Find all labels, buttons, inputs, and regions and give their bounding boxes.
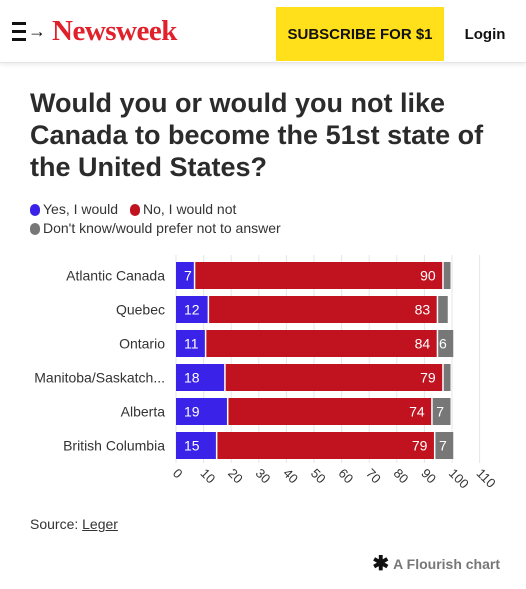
chart-title: Would you or would you not like Canada t… bbox=[30, 88, 484, 182]
legend-item-yes[interactable]: Yes, I would bbox=[30, 200, 118, 219]
x-tick-label: 0 bbox=[170, 466, 186, 482]
x-tick-label: 80 bbox=[391, 466, 412, 487]
legend-label-no: No, I would not bbox=[142, 201, 237, 217]
flourish-asterisk-icon: ✱ bbox=[372, 553, 390, 575]
legend-swatch-no bbox=[129, 203, 140, 216]
bar-segment bbox=[228, 398, 432, 425]
bar-segment bbox=[176, 398, 227, 425]
chart-legend: Yes, I would No, I would not Don't know/… bbox=[30, 200, 510, 238]
bar-segment bbox=[438, 296, 448, 323]
bar-segment bbox=[217, 432, 434, 459]
bar-segment bbox=[206, 330, 437, 357]
bar-segment bbox=[195, 262, 443, 289]
data-label: 12 bbox=[184, 302, 200, 318]
data-label: 19 bbox=[184, 404, 200, 420]
bar-segment bbox=[176, 364, 225, 391]
bar-segment bbox=[443, 262, 451, 289]
legend-item-no[interactable]: No, I would not bbox=[129, 200, 237, 219]
category-label: Alberta bbox=[121, 404, 166, 420]
data-label: 83 bbox=[415, 302, 431, 318]
category-label: Atlantic Canada bbox=[66, 268, 165, 284]
bar-segment bbox=[432, 398, 451, 425]
bar-segment bbox=[209, 296, 437, 323]
login-button[interactable]: Login bbox=[464, 25, 506, 43]
bar-segment bbox=[443, 364, 451, 391]
category-label: British Columbia bbox=[63, 438, 165, 454]
newsweek-logo[interactable]: Newsweek bbox=[52, 15, 177, 47]
data-label: 90 bbox=[420, 268, 436, 284]
x-tick-label: 40 bbox=[280, 466, 301, 487]
x-tick-label: 110 bbox=[473, 466, 498, 491]
legend-swatch-dont-know bbox=[30, 222, 40, 235]
data-label: 11 bbox=[184, 336, 199, 352]
data-label: 7 bbox=[184, 268, 192, 284]
menu-bar-bottom bbox=[12, 38, 26, 41]
data-label: 84 bbox=[415, 336, 431, 352]
bar-segment bbox=[176, 432, 216, 459]
data-label: 79 bbox=[412, 438, 428, 454]
x-tick-label: 20 bbox=[225, 466, 246, 487]
source-line: Source: Leger bbox=[30, 516, 118, 532]
menu-bar-top bbox=[12, 22, 26, 25]
bar-segment bbox=[176, 296, 208, 323]
x-tick-label: 30 bbox=[253, 466, 274, 487]
top-navigation-bar: → Newsweek SUBSCRIBE FOR $1 Login bbox=[0, 0, 526, 63]
bar-segment bbox=[176, 330, 205, 357]
bar-segment bbox=[225, 364, 443, 391]
bar-segment bbox=[176, 262, 194, 289]
bar-segment bbox=[435, 432, 454, 459]
source-prefix: Source: bbox=[30, 516, 83, 532]
x-tick-label: 50 bbox=[308, 466, 329, 487]
legend-label-dont-know: Don't know/would prefer not to answer bbox=[43, 220, 281, 236]
x-tick-label: 60 bbox=[335, 466, 356, 487]
x-tick-label: 90 bbox=[418, 466, 439, 487]
menu-arrow-icon: → bbox=[28, 21, 46, 41]
category-label: Ontario bbox=[119, 336, 165, 352]
flourish-credit[interactable]: ✱ A Flourish chart bbox=[372, 553, 500, 575]
legend-label-yes: Yes, I would bbox=[43, 201, 118, 217]
data-label: 18 bbox=[184, 370, 200, 386]
x-tick-label: 100 bbox=[446, 466, 472, 492]
x-tick-label: 70 bbox=[363, 466, 384, 487]
menu-bar-middle bbox=[12, 30, 26, 33]
data-label: 6 bbox=[439, 336, 447, 352]
flourish-credit-label: A Flourish chart bbox=[393, 556, 500, 572]
data-label: 7 bbox=[439, 438, 447, 454]
category-label: Manitoba/Saskatch... bbox=[34, 370, 165, 386]
data-label: 74 bbox=[409, 404, 425, 420]
category-label: Quebec bbox=[116, 302, 165, 318]
subscribe-button[interactable]: SUBSCRIBE FOR $1 bbox=[276, 7, 444, 61]
menu-icon[interactable]: → bbox=[12, 21, 46, 42]
x-tick-label: 10 bbox=[197, 466, 218, 487]
data-label: 15 bbox=[184, 438, 200, 454]
legend-swatch-yes bbox=[30, 203, 40, 216]
source-link[interactable]: Leger bbox=[82, 516, 118, 532]
legend-item-dont-know[interactable]: Don't know/would prefer not to answer bbox=[30, 219, 281, 238]
data-label: 7 bbox=[436, 404, 444, 420]
bar-segment bbox=[438, 330, 454, 357]
data-label: 79 bbox=[420, 370, 436, 386]
